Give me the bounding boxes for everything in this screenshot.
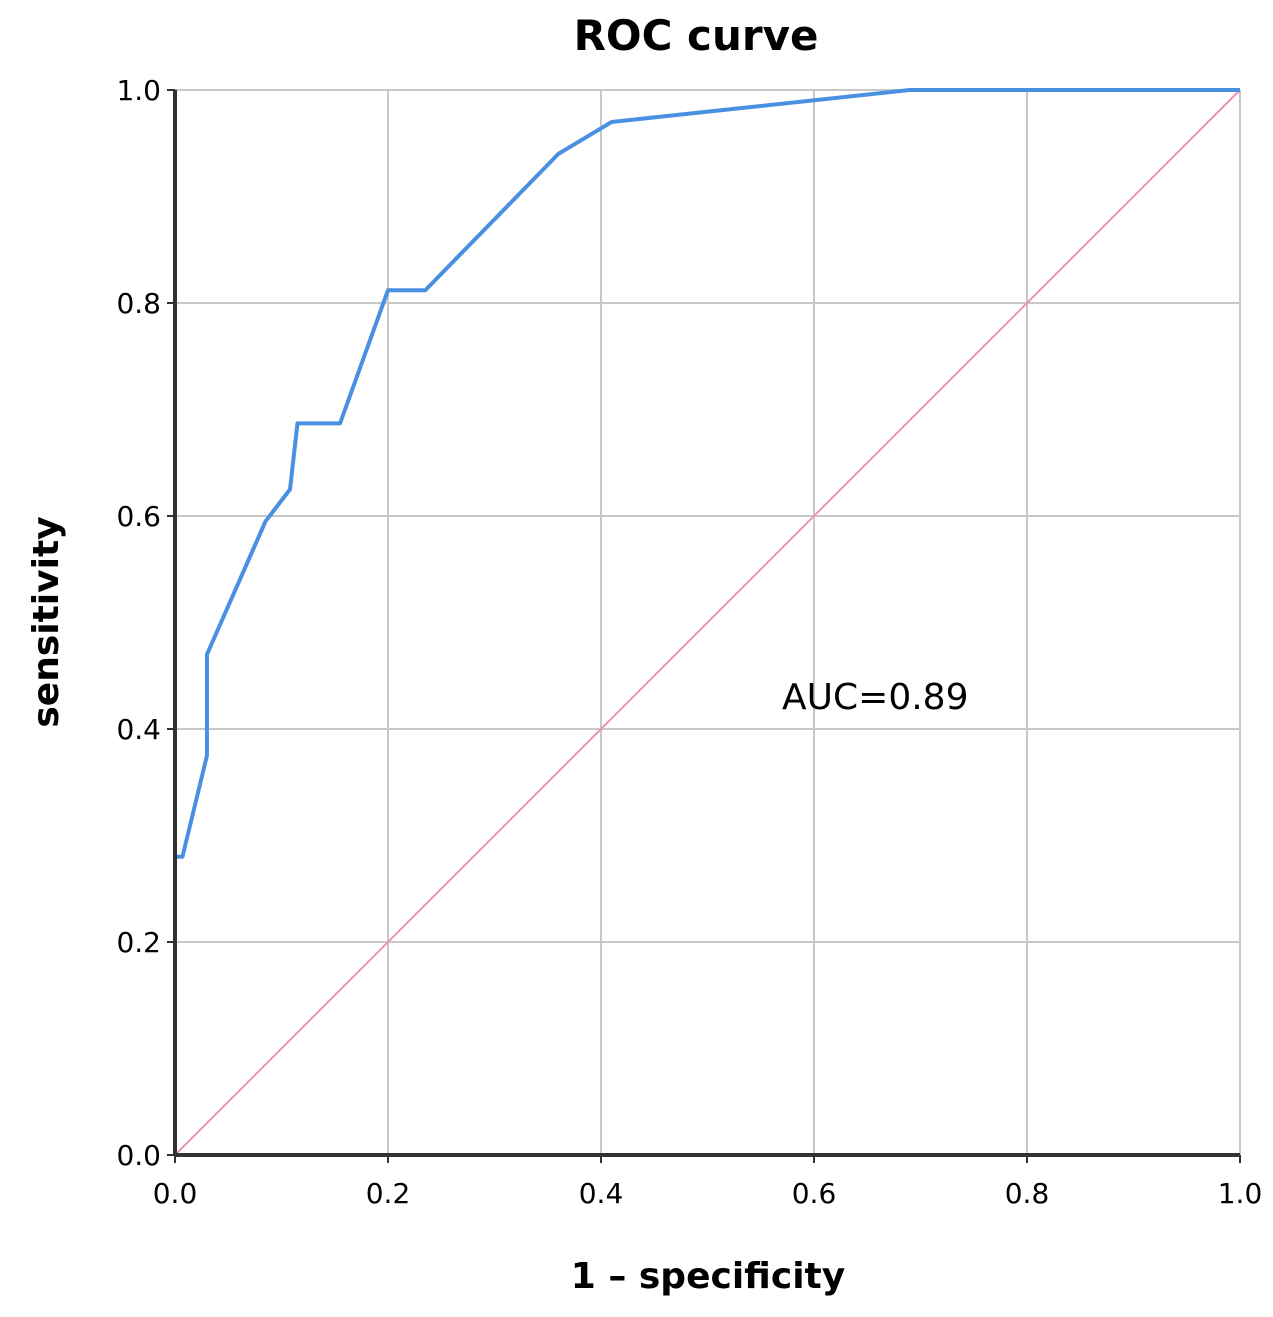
y-tick-label: 0.2	[116, 926, 161, 959]
x-axis-label: 1 – specificity	[571, 1256, 845, 1297]
roc-curve-line	[173, 88, 1240, 1155]
x-tick-label: 0.8	[1005, 1177, 1050, 1210]
y-tick-label: 0.0	[116, 1139, 161, 1172]
y-tick-label: 1.0	[116, 74, 161, 107]
x-tick-label: 0.4	[579, 1177, 624, 1210]
x-tick-label: 0.6	[792, 1177, 837, 1210]
auc-annotation: AUC=0.89	[782, 677, 968, 718]
series-layer	[173, 88, 1241, 1156]
y-tick-label: 0.8	[116, 287, 161, 320]
chart-title: ROC curve	[574, 11, 819, 60]
y-axis-label: sensitivity	[26, 516, 67, 727]
axes	[167, 89, 1241, 1163]
y-tick-label: 0.6	[116, 500, 161, 533]
tick-labels: 0.0 0.2 0.4 0.6 0.8 1.0 0.0 0.2 0.4 0.6 0.8 1.0	[116, 74, 1262, 1210]
reference-diagonal-line	[174, 89, 1241, 1156]
x-tick-label: 0.0	[153, 1177, 198, 1210]
y-tick-label: 0.4	[116, 713, 161, 746]
x-tick-label: 1.0	[1218, 1177, 1263, 1210]
x-tick-label: 0.2	[366, 1177, 411, 1210]
